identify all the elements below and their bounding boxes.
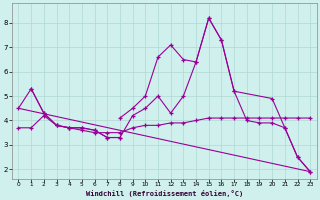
X-axis label: Windchill (Refroidissement éolien,°C): Windchill (Refroidissement éolien,°C) <box>86 190 243 197</box>
